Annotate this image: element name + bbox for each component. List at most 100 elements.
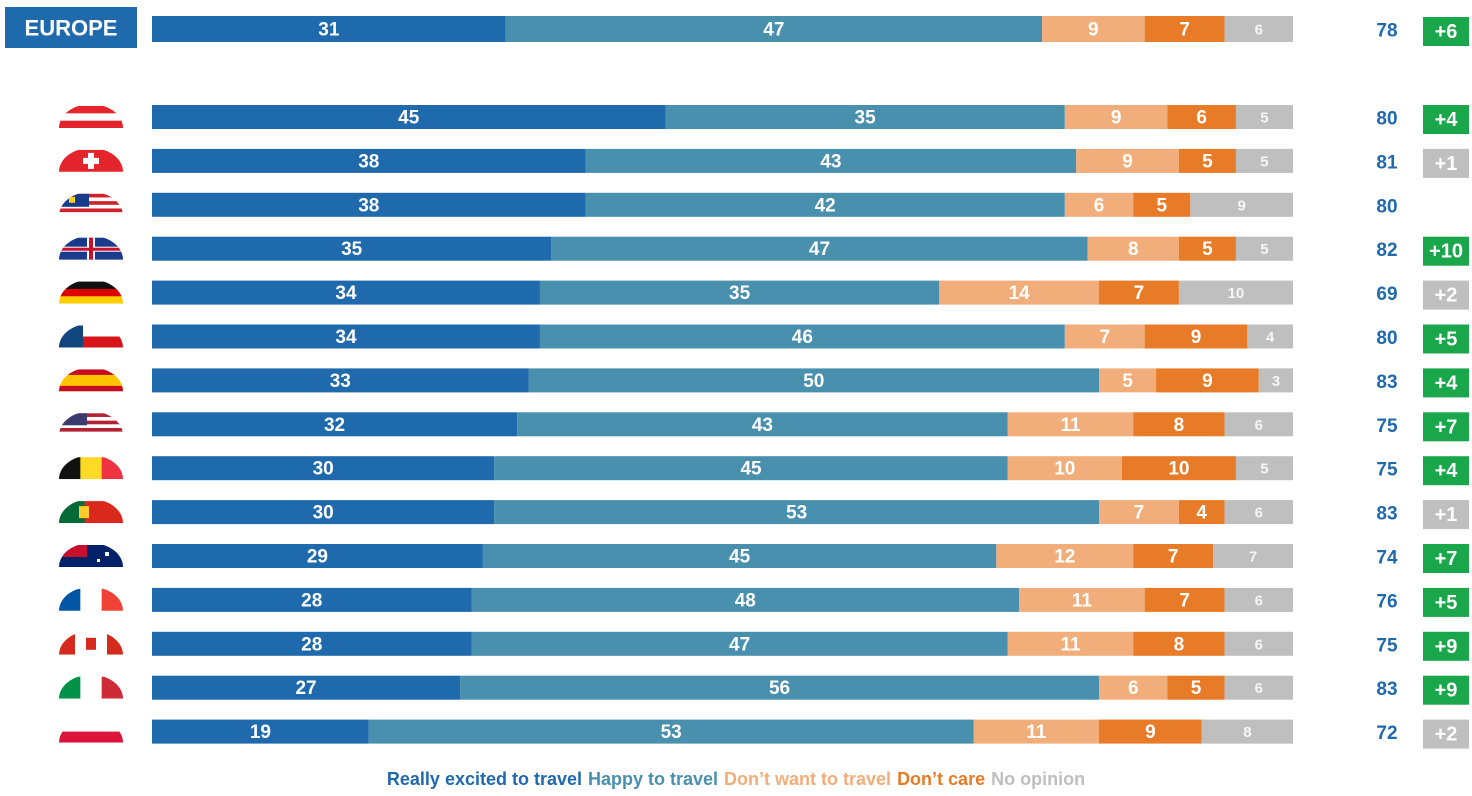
value-label: 11 (1060, 415, 1081, 436)
bar-segment (1007, 631, 1134, 656)
total-label: 83 (1376, 679, 1397, 700)
flag-stripe (80, 588, 103, 611)
change-label: +4 (1435, 372, 1459, 394)
change-label: +1 (1435, 153, 1458, 175)
value-label: 48 (735, 590, 756, 611)
bar-segment (1007, 456, 1122, 481)
flag-stripe (101, 588, 123, 611)
flag-clip (59, 149, 123, 172)
bar-segment (585, 192, 1065, 217)
value-label: 28 (301, 634, 322, 655)
bar-segment (152, 324, 540, 349)
total-label: 81 (1376, 152, 1398, 173)
bar-segment (152, 280, 540, 305)
flag-stripe (59, 588, 81, 611)
change-badge (1423, 148, 1469, 178)
change-badge (1423, 456, 1469, 486)
value-label: 7 (1249, 549, 1257, 566)
bar-segment (505, 16, 1042, 42)
flag-detail (69, 196, 75, 203)
country-flag (59, 676, 123, 699)
bar-segment (1087, 236, 1179, 261)
bar-segment (939, 280, 1100, 305)
flag-stripe (59, 420, 123, 425)
value-label: 45 (398, 108, 420, 129)
total-label: 76 (1376, 591, 1397, 612)
value-label: 5 (1260, 110, 1268, 127)
value-label: 5 (1260, 461, 1268, 478)
bar-segment (471, 587, 1020, 612)
country-flag (59, 632, 123, 655)
flag-stripe (59, 374, 123, 381)
value-label: 6 (1128, 678, 1139, 699)
legend-entry: Don’t want to travel (724, 769, 891, 789)
bar-segment (152, 16, 506, 42)
bar-segment (973, 719, 1100, 744)
value-label: 5 (1156, 195, 1167, 216)
flag-detail (59, 325, 83, 348)
flag-detail (59, 545, 87, 557)
value-label: 28 (301, 590, 322, 611)
value-label: 5 (1122, 371, 1133, 392)
flag-stripe (59, 201, 123, 206)
bar-segment (1064, 192, 1134, 217)
total-label: 69 (1376, 284, 1397, 305)
bar-segment (1099, 719, 1202, 744)
country-flag (59, 237, 123, 260)
flag-stripe (97, 501, 111, 524)
value-label: 9 (1122, 151, 1133, 172)
value-label: 47 (729, 634, 750, 655)
value-label: 11 (1072, 590, 1093, 611)
value-label: 5 (1202, 239, 1213, 260)
change-badge (1423, 544, 1469, 573)
value-label: 7 (1099, 327, 1110, 348)
value-label: 6 (1255, 505, 1263, 522)
value-label: 11 (1060, 634, 1081, 655)
bar-segment (1201, 719, 1293, 744)
value-label: 9 (1145, 722, 1156, 743)
legend-entry: Happy to travel (588, 769, 718, 789)
change-badge (1423, 368, 1469, 398)
total-label: 80 (1376, 196, 1397, 217)
country-flag (59, 193, 123, 216)
flag-stripe (59, 120, 123, 128)
change-badge (1423, 17, 1469, 46)
bar-segment (152, 587, 472, 612)
bar-segment (471, 631, 1008, 656)
value-label: 42 (815, 195, 836, 216)
value-label: 6 (1255, 592, 1263, 609)
value-label: 5 (1191, 678, 1202, 699)
flag-stripe (101, 457, 123, 480)
bar-segment (1178, 148, 1236, 173)
flag-stripe (59, 281, 123, 290)
country-flag (59, 545, 123, 567)
legend-entry: No opinion (991, 769, 1085, 789)
change-label: +2 (1435, 285, 1458, 307)
bar-segment (152, 148, 586, 173)
bar-segment (460, 675, 1100, 700)
bar-segment (665, 105, 1065, 129)
flag-clip (59, 676, 123, 699)
flag-stripe (59, 369, 123, 376)
bar-segment (1019, 587, 1145, 612)
value-label: 8 (1128, 239, 1139, 260)
change-label: +9 (1435, 636, 1458, 658)
bar-segment (517, 412, 1008, 437)
change-label: +7 (1435, 416, 1458, 438)
total-label: 80 (1376, 328, 1397, 349)
value-label: 9 (1111, 108, 1122, 129)
value-label: 29 (307, 547, 328, 568)
bar-segment (1099, 368, 1157, 393)
value-label: 43 (752, 415, 773, 436)
change-label: +5 (1435, 592, 1458, 614)
value-label: 46 (792, 327, 813, 348)
flag-clip (59, 325, 123, 348)
flag-stripe (59, 413, 123, 418)
bar-segment (152, 719, 369, 744)
change-badge (1423, 412, 1469, 442)
legend: Really excited to travel Happy to travel D… (387, 769, 1085, 789)
country-flag (59, 720, 123, 743)
change-badge (1423, 631, 1469, 661)
bar-segment (368, 719, 974, 744)
